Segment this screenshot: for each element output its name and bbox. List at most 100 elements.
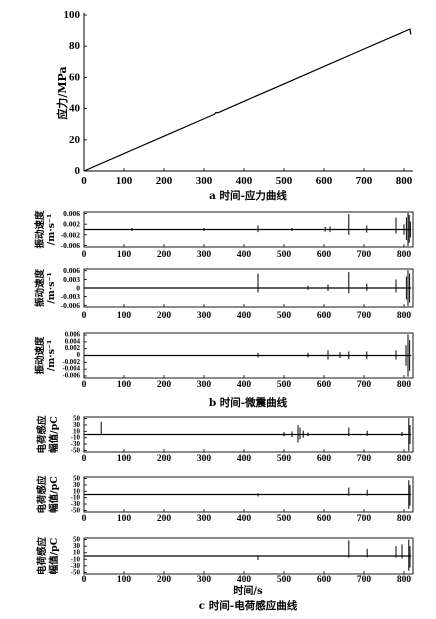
y-tick-label: 0.006	[65, 332, 81, 339]
y-tick-label: 0.006	[63, 209, 80, 218]
x-tick-label: 600	[317, 250, 332, 260]
y-axis-label: 电荷感应	[36, 475, 48, 514]
y-tick-label: 60	[69, 71, 81, 83]
y-tick-label: -0.004	[62, 366, 80, 373]
x-tick-label: 100	[116, 175, 133, 187]
y-tick-label: -0.002	[62, 359, 80, 366]
y-tick-label: 10	[73, 549, 81, 557]
x-tick-label: 600	[317, 575, 332, 585]
x-tick-label: 0	[82, 250, 87, 260]
y-tick-label: 0	[77, 352, 81, 359]
y-tick-label: 30	[73, 421, 81, 429]
x-tick-label: 200	[156, 175, 173, 187]
y-tick-label: 0.004	[65, 338, 81, 345]
x-tick-label: 100	[117, 575, 132, 585]
y-tick-label: -50	[71, 506, 81, 514]
y-tick-label: -10	[71, 555, 81, 563]
x-tick-label: 800	[397, 454, 412, 464]
x-tick-label: 100	[117, 311, 132, 321]
x-tick-label: 500	[277, 514, 292, 524]
x-tick-label: 600	[317, 514, 332, 524]
x-tick-label: 700	[357, 380, 372, 390]
x-tick-label: 800	[397, 311, 412, 321]
y-tick-label: 50	[73, 475, 81, 483]
y-tick-label: -50	[71, 568, 81, 576]
y-tick-label: -50	[71, 446, 81, 454]
y-tick-label: 100	[64, 9, 81, 21]
panel-b1: 0 100 200 300 400 500 600 700 8000.0060.002-0.00…	[34, 209, 414, 260]
y-tick-label: -0.006	[61, 241, 81, 250]
y-axis-label: 幅值/pC	[48, 476, 60, 513]
caption-b: b 时间-微震曲线	[209, 396, 288, 409]
x-tick-label: 400	[236, 175, 253, 187]
panel-c3: 0 100 200 300 400 500 600 700 800 503010-10-30-50…	[36, 536, 414, 597]
x-tick-label: 200	[157, 250, 172, 260]
x-tick-label: 400	[237, 380, 252, 390]
y-tick-label: -0.003	[61, 292, 81, 301]
x-tick-label: 500	[277, 250, 292, 260]
caption-c: c 时间-电荷感应曲线	[199, 599, 298, 612]
x-tick-label: 300	[197, 311, 212, 321]
y-tick-label: 20	[69, 134, 81, 146]
y-axis-label: 振动速度	[34, 269, 46, 308]
x-tick-label: 0	[81, 175, 87, 187]
y-axis-label: 应力/MPa	[55, 66, 69, 119]
y-tick-label: 0.002	[65, 345, 81, 352]
stress-line	[83, 28, 412, 172]
x-tick-label: 0	[82, 575, 87, 585]
x-tick-label: 700	[357, 454, 372, 464]
x-tick-label: 300	[197, 250, 212, 260]
x-tick-label: 200	[157, 454, 172, 464]
x-tick-label: 800	[397, 514, 412, 524]
y-tick-label: 10	[73, 487, 81, 495]
y-tick-label: 80	[69, 40, 81, 52]
y-tick-label: 0.006	[63, 266, 80, 275]
x-tick-label: 600	[317, 454, 332, 464]
y-axis-label: 电荷感应	[36, 537, 48, 576]
y-tick-label: -30	[71, 562, 81, 570]
y-tick-label: -0.006	[61, 301, 81, 310]
x-tick-label: 600	[316, 175, 333, 187]
x-tick-label: 700	[356, 175, 373, 187]
x-tick-label: 700	[357, 575, 372, 585]
y-axis-label: 振动速度	[34, 210, 46, 249]
x-tick-label: 0	[82, 514, 87, 524]
y-tick-label: -30	[71, 500, 81, 508]
x-tick-label: 100	[117, 454, 132, 464]
y-tick-label: -30	[71, 440, 81, 448]
x-tick-label: 200	[157, 380, 172, 390]
y-axis-label: /m·s⁻¹	[46, 272, 57, 303]
y-axis-label: 幅值/pC	[48, 537, 60, 574]
y-tick-label: -0.006	[62, 372, 80, 379]
x-tick-label: 100	[117, 250, 132, 260]
x-tick-label: 700	[357, 311, 372, 321]
x-tick-label: 800	[397, 250, 412, 260]
x-tick-label: 800	[396, 175, 413, 187]
x-tick-label: 100	[117, 514, 132, 524]
y-axis-label: 幅值/pC	[48, 416, 60, 453]
y-axis-label: /m·s⁻¹	[46, 340, 57, 371]
y-axis-label: 振动速度	[34, 336, 46, 375]
x-tick-label: 200	[157, 575, 172, 585]
x-tick-label: 500	[277, 311, 292, 321]
y-tick-label: 0.003	[63, 275, 80, 284]
y-tick-label: 50	[73, 415, 81, 423]
y-tick-label: 50	[73, 536, 81, 544]
y-tick-label: -10	[71, 494, 81, 502]
x-tick-label: 400	[237, 575, 252, 585]
x-tick-label: 300	[197, 380, 212, 390]
x-tick-label: 300	[197, 454, 212, 464]
y-tick-label: 0	[76, 284, 80, 293]
x-tick-label: 500	[277, 380, 292, 390]
y-tick-label: 0	[75, 165, 81, 177]
panel-a: 0 100 200 300 400 500 600 700 800 0 20 40 60 80 100 应力/…	[55, 9, 413, 187]
caption-a: a 时间-应力曲线	[209, 189, 287, 202]
x-tick-label: 0	[82, 311, 87, 321]
y-axis-label: 电荷感应	[36, 415, 48, 454]
x-tick-label: 0	[82, 380, 87, 390]
y-tick-label: 0.002	[63, 220, 80, 229]
x-tick-label: 300	[197, 514, 212, 524]
y-axis-label: /m·s⁻¹	[46, 214, 57, 245]
y-tick-label: 10	[73, 427, 81, 435]
y-tick-label: 30	[73, 481, 81, 489]
